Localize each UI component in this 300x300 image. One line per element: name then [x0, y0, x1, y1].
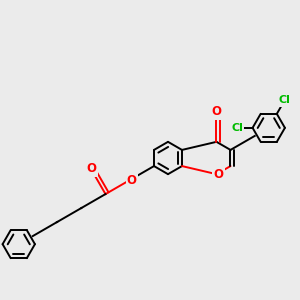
Text: O: O	[214, 168, 224, 181]
Text: O: O	[212, 105, 221, 118]
Text: Cl: Cl	[279, 95, 290, 106]
Text: O: O	[86, 162, 97, 175]
Text: Cl: Cl	[231, 123, 243, 133]
Text: O: O	[127, 174, 137, 187]
